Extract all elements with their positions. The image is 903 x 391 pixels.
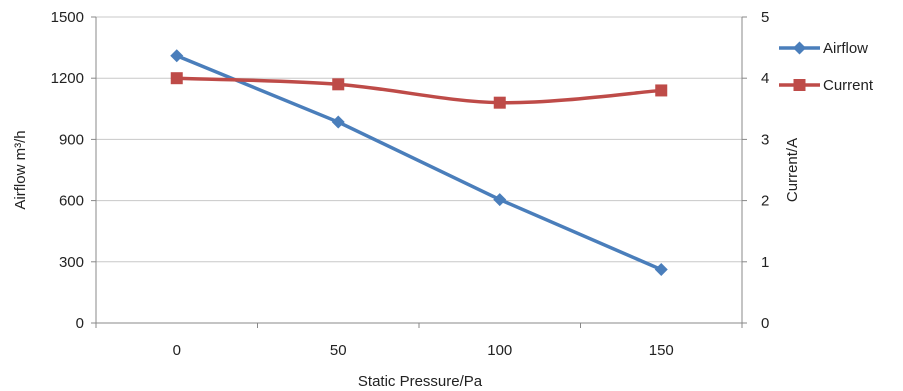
legend-label: Airflow: [823, 40, 868, 57]
right-tick-label: 3: [761, 131, 769, 148]
right-tick-label: 0: [761, 315, 769, 332]
airflow-point: [654, 263, 668, 277]
left-tick-label: 1200: [51, 70, 84, 87]
current-point: [170, 72, 183, 85]
series-airflow: [170, 49, 668, 277]
x-tick-label: 50: [330, 342, 347, 359]
series-current: [170, 72, 668, 109]
airflow-point: [493, 193, 507, 207]
x-axis-title: Static Pressure/Pa: [358, 373, 483, 390]
current-line: [176, 76, 662, 105]
legend-item-current: Current: [779, 77, 874, 94]
left-axis-ticks: 0 300 600 900 1200 1500: [51, 9, 96, 332]
right-tick-label: 2: [761, 193, 769, 210]
legend: Airflow Current: [779, 40, 874, 94]
gridlines: [96, 16, 742, 263]
x-tick-label: 100: [487, 342, 512, 359]
airflow-point: [331, 115, 345, 129]
x-tick-label: 150: [649, 342, 674, 359]
legend-item-airflow: Airflow: [779, 40, 868, 57]
x-axis-ticks: 0 50 100 150: [95, 323, 743, 359]
legend-label: Current: [823, 77, 874, 94]
current-point: [655, 84, 668, 97]
right-tick-label: 5: [761, 9, 769, 26]
left-tick-label: 900: [59, 131, 84, 148]
right-axis-ticks: 0 1 2 3 4 5: [742, 9, 769, 332]
right-y-axis-title: Current/A: [784, 138, 801, 202]
series-layer: [170, 49, 668, 277]
airflow-line: [176, 54, 662, 272]
left-tick-label: 1500: [51, 9, 84, 26]
legend-marker: [793, 41, 806, 55]
left-tick-label: 0: [76, 315, 84, 332]
left-y-axis-title: Airflow m³/h: [12, 130, 29, 209]
current-point: [493, 96, 506, 109]
right-tick-label: 1: [761, 254, 769, 271]
left-tick-label: 600: [59, 193, 84, 210]
left-tick-label: 300: [59, 254, 84, 271]
right-tick-label: 4: [761, 70, 769, 87]
current-point: [332, 78, 345, 91]
legend-marker: [793, 79, 806, 91]
airflow-point: [170, 49, 184, 63]
x-tick-label: 0: [173, 342, 181, 359]
